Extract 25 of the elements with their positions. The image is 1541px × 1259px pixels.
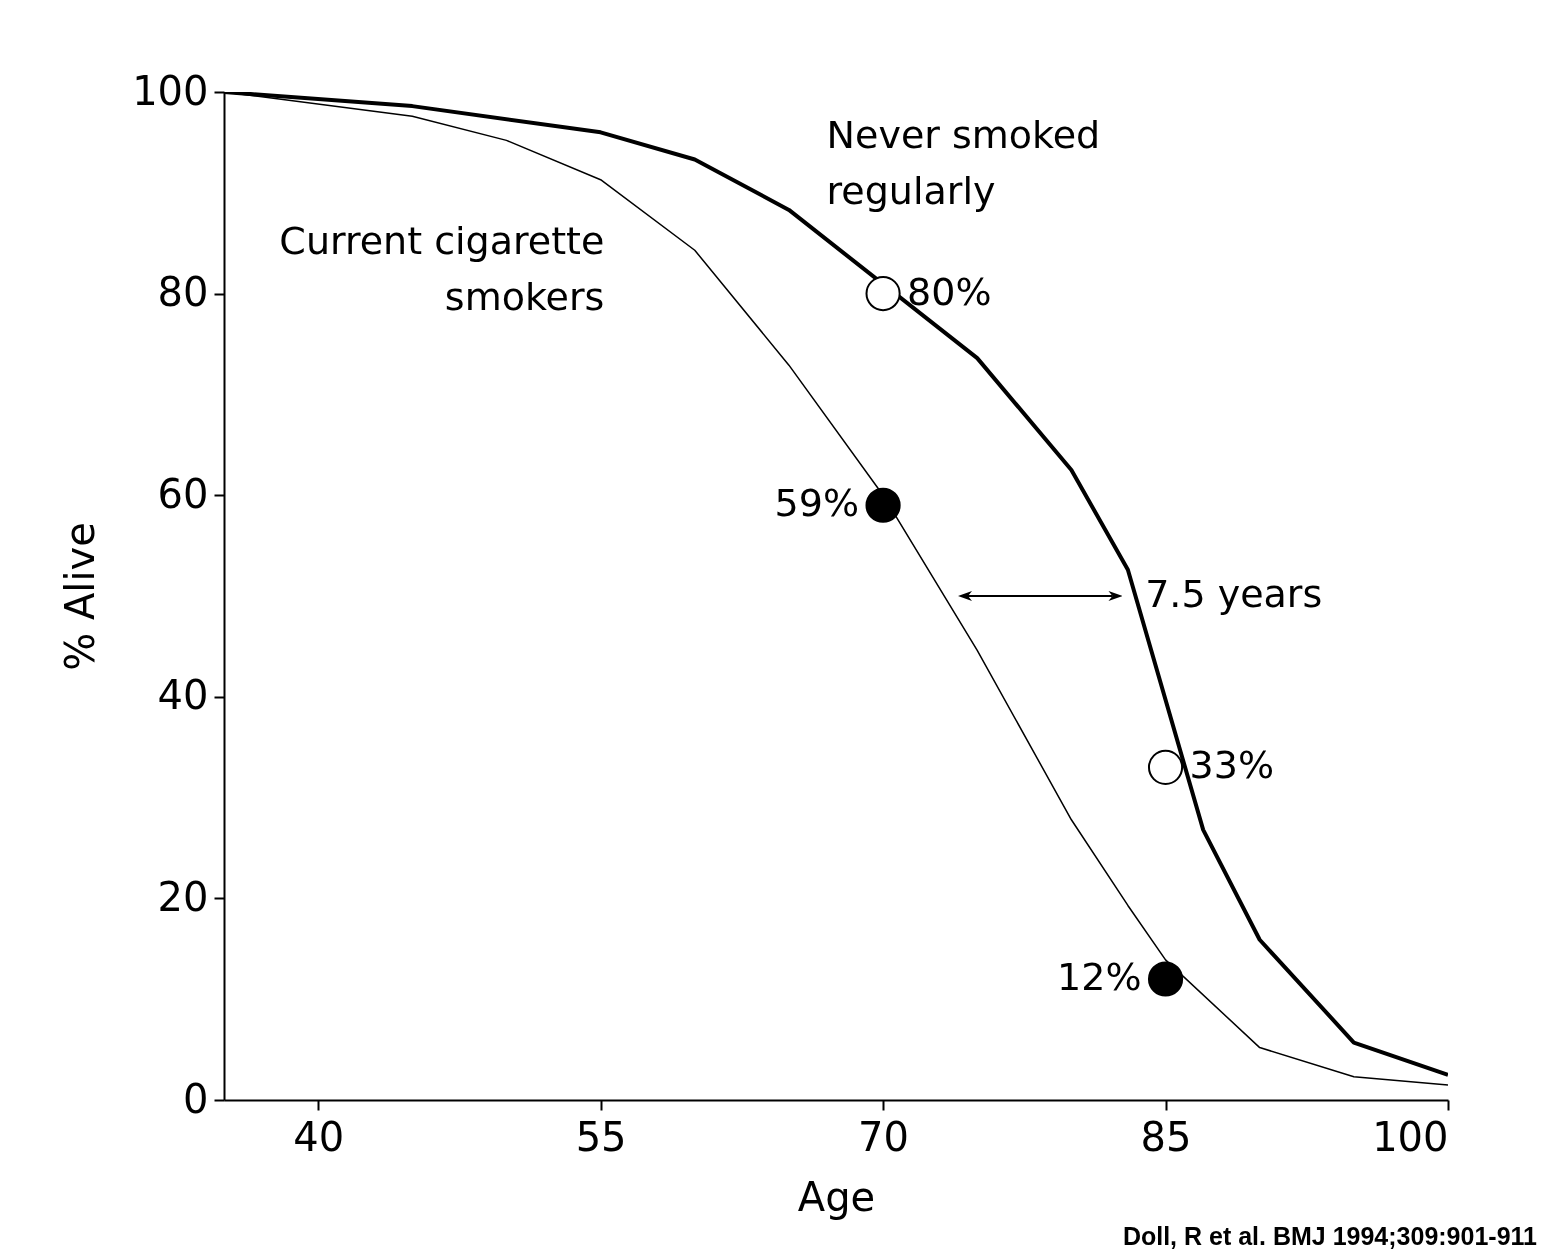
y-tick-label: 80: [157, 269, 209, 316]
text: Doll, R et al. BMJ 1994;309:901-911: [1122, 1222, 1537, 1251]
series-label: Never smoked regularly: [826, 113, 1101, 214]
x-axis-title: Age: [797, 1173, 876, 1220]
y-tick-label: 60: [157, 470, 209, 517]
data-label: 59%: [774, 481, 860, 526]
x-tick-label: 100: [1372, 1113, 1449, 1160]
x-tick-label: 40: [293, 1113, 345, 1160]
annotation: 7.5 years: [1145, 572, 1323, 616]
y-tick-label: 40: [157, 672, 209, 719]
y-tick-label: 20: [157, 873, 209, 920]
data-label: 80%: [907, 269, 992, 314]
x-tick-label: 70: [858, 1113, 910, 1160]
data-label: 33%: [1189, 743, 1275, 788]
y-tick-label: 100: [132, 67, 209, 114]
y-axis-title: % Alive: [57, 522, 104, 671]
point: [865, 276, 901, 312]
x-tick-label: 85: [1140, 1113, 1192, 1160]
series-label: Current cigarette smokers: [279, 219, 605, 320]
point: [865, 487, 901, 523]
x-tick-label: 55: [575, 1113, 627, 1160]
data-label: 12%: [1057, 955, 1142, 1000]
point: [1147, 749, 1184, 785]
point: [1147, 961, 1184, 997]
y-tick-label: 0: [183, 1075, 209, 1122]
